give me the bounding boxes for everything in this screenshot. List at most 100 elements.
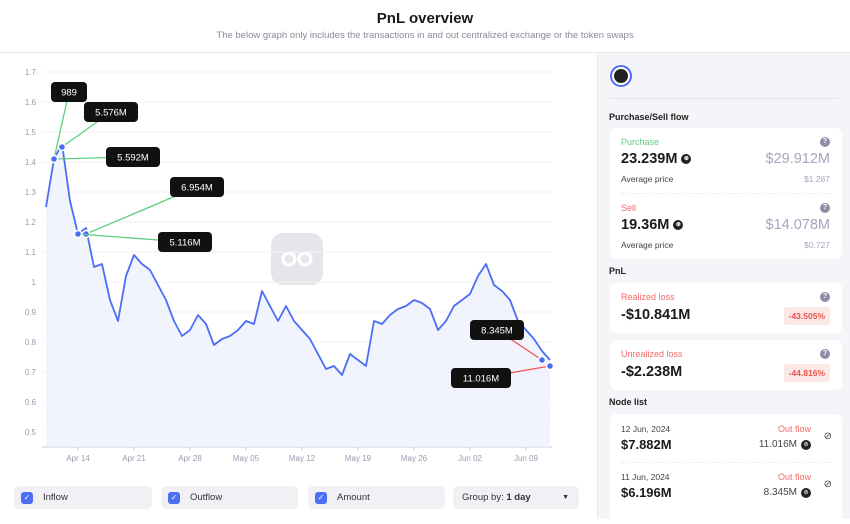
page-title: PnL overview [376, 10, 474, 27]
node-label-box[interactable] [158, 232, 212, 252]
group-by-label: Group by: [462, 492, 504, 503]
node-label: 5.576M [95, 108, 127, 119]
node-label-box[interactable] [170, 177, 224, 197]
realized-value: -$10.841M [621, 307, 691, 323]
price-area [46, 144, 550, 447]
help-icon[interactable]: ? [820, 137, 830, 147]
amount-checkbox[interactable]: ✓ Amount [308, 486, 445, 509]
x-tick-label: Apr 21 [122, 454, 146, 463]
page-subtitle: The below graph only includes the transa… [216, 30, 634, 41]
node-label-box[interactable] [84, 102, 138, 122]
pnl-section-title: PnL [609, 266, 626, 276]
y-tick-label: 1.2 [25, 218, 37, 227]
node-marker [73, 229, 83, 239]
y-tick-label: 1.5 [25, 128, 37, 137]
sell-avg-price: $0.727 [804, 240, 830, 250]
help-icon[interactable]: ? [820, 349, 830, 359]
outflow-label: Outflow [190, 492, 223, 503]
node-label-box[interactable] [51, 82, 87, 102]
token-icon: ⊛ [801, 487, 811, 498]
x-tick-label: Apr 28 [178, 454, 202, 463]
eye-off-icon[interactable]: ⊘ [823, 479, 832, 490]
token-icon: ⊛ [681, 154, 692, 164]
x-tick-label: Jun 02 [458, 454, 483, 463]
sell-usd: $14.078M [765, 217, 831, 233]
node-label: 989 [61, 88, 77, 99]
marker-connector [53, 91, 70, 160]
purchase-amount: 23.239M [621, 151, 678, 167]
node-marker [545, 361, 555, 371]
eye-off-icon[interactable]: ⊘ [823, 431, 832, 442]
x-tick-label: May 05 [233, 454, 260, 463]
node-label: 8.345M [481, 326, 513, 337]
node-marker [57, 142, 67, 152]
realized-pct-badge: -43.505% [783, 307, 830, 325]
node-usd: $7.882M [621, 437, 672, 452]
unrealized-loss-card: Unrealized loss ? -$2.238M -44.816% [610, 340, 842, 390]
y-tick-label: 1 [32, 278, 37, 287]
divider [610, 98, 838, 99]
group-by-select[interactable]: Group by: 1 day ▼ [453, 486, 579, 509]
purchase-usd: $29.912M [765, 151, 831, 167]
node-label: 11.016M [463, 374, 499, 385]
sell-avg-label: Average price [621, 240, 674, 250]
node-date: 12 Jun, 2024 [621, 424, 671, 434]
y-tick-label: 0.9 [25, 308, 37, 317]
node-marker [49, 154, 59, 164]
x-tick-label: May 12 [289, 454, 316, 463]
node-date: 11 Jun, 2024 [621, 472, 670, 482]
y-tick-label: 1.6 [25, 98, 37, 107]
check-icon: ✓ [315, 491, 327, 504]
node-label: 6.954M [181, 183, 213, 194]
token-icon: ⊛ [801, 439, 811, 450]
node-list: 12 Jun, 2024 $7.882M Out flow 11.016M ⊛ ⊘… [610, 414, 842, 524]
node-type: Out flow [777, 424, 811, 434]
token-icon[interactable] [610, 65, 632, 87]
help-icon[interactable]: ? [820, 203, 830, 213]
inflow-checkbox[interactable]: ✓ Inflow [14, 486, 152, 509]
node-label-box[interactable] [470, 320, 524, 340]
y-tick-label: 0.7 [25, 368, 37, 377]
node-type: Out flow [777, 472, 811, 482]
node-marker [537, 355, 547, 365]
x-tick-label: May 19 [345, 454, 372, 463]
unrealized-pct-badge: -44.816% [783, 364, 830, 382]
node-list-title: Node list [609, 397, 648, 407]
price-line [45, 143, 551, 376]
caret-down-icon: ▼ [562, 494, 569, 501]
node-label-box[interactable] [451, 368, 511, 388]
x-tick-label: Jun 09 [514, 454, 539, 463]
purchase-label: Purchase [621, 137, 660, 147]
node-item[interactable]: 11 Jun, 2024 $6.196M Out flow 8.345M ⊛ ⊘ [610, 462, 842, 510]
y-tick-label: 0.5 [25, 428, 37, 437]
y-tick-label: 1.1 [25, 248, 37, 257]
token-icon: ⊛ [673, 220, 684, 230]
sidebar: Purchase/Sell flow Purchase ? 23.239M ⊛ $… [597, 53, 850, 524]
purchase-avg-label: Average price [621, 174, 674, 184]
y-tick-label: 1.3 [25, 188, 37, 197]
node-label: 5.116M [170, 238, 201, 249]
node-item[interactable]: 12 Jun, 2024 $7.882M Out flow 11.016M ⊛ ⊘ [610, 414, 842, 462]
node-amount: 11.016M [758, 439, 797, 450]
node-label: 5.592M [117, 153, 149, 164]
price-chart: 1.7 1.6 1.5 1.4 1.3 1.2 1.1 1 0.9 0.8 0.7 0.6 0.5 Apr… [25, 68, 555, 463]
header: PnL overview The below graph only includ… [0, 0, 850, 53]
check-icon: ✓ [21, 491, 33, 504]
sell-label: Sell [621, 203, 637, 213]
node-usd: $6.196M [621, 485, 672, 500]
check-icon: ✓ [168, 491, 180, 504]
amount-label: Amount [337, 492, 370, 503]
unrealized-value: -$2.238M [621, 364, 683, 380]
unrealized-label: Unrealized loss [621, 349, 683, 359]
help-icon[interactable]: ? [820, 292, 830, 302]
purchase-sell-card: Purchase ? 23.239M ⊛ $29.912M Average pri… [610, 128, 842, 259]
y-tick-label: 1.7 [25, 68, 37, 77]
outflow-checkbox[interactable]: ✓ Outflow [161, 486, 298, 509]
y-tick-label: 0.6 [25, 398, 37, 407]
sell-amount: 19.36M [621, 217, 670, 233]
node-amount: 8.345M [763, 487, 797, 498]
purchase-avg-price: $1.287 [804, 174, 830, 184]
node-label-box[interactable] [106, 147, 160, 167]
group-by-value: 1 day [506, 492, 531, 503]
x-tick-label: May 26 [401, 454, 428, 463]
